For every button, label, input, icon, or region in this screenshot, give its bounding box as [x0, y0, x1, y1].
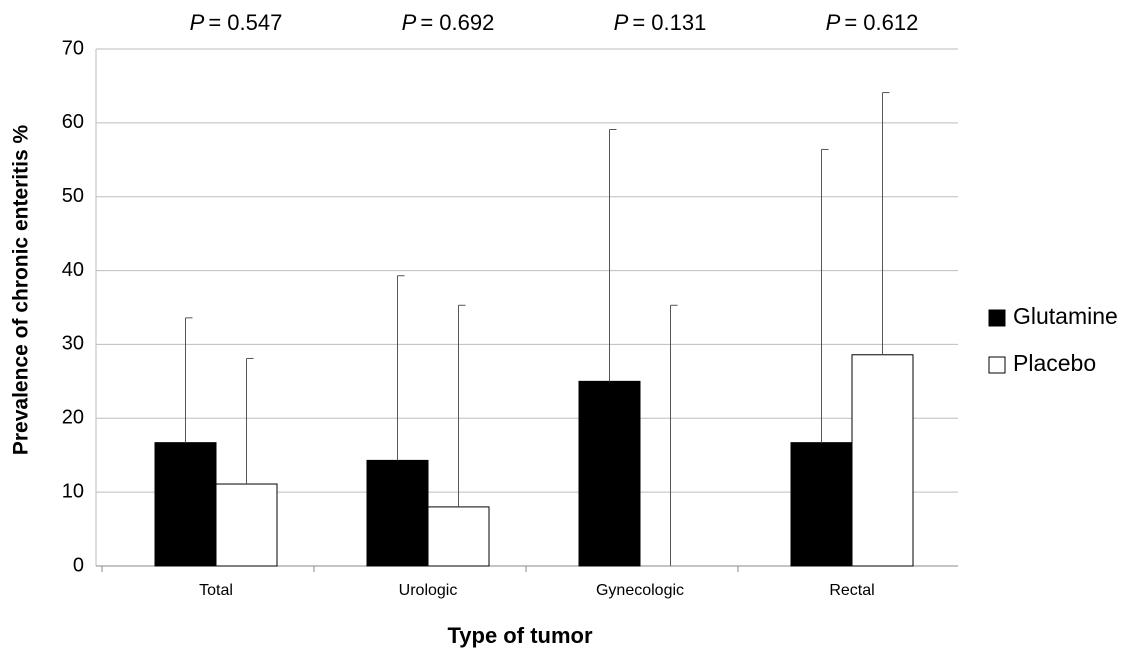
y-tick-label: 70	[62, 37, 84, 59]
x-tick-label: Gynecologic	[596, 582, 684, 599]
p-value: P = 0.131	[614, 10, 707, 35]
legend-label: Placebo	[1013, 350, 1096, 376]
y-tick-label: 60	[62, 111, 84, 133]
x-axis-title: Type of tumor	[447, 623, 592, 648]
legend-swatch	[988, 309, 1006, 327]
bar	[366, 459, 429, 567]
legend-label: Glutamine	[1013, 303, 1118, 329]
y-tick-label: 50	[62, 185, 84, 207]
error-bar	[185, 317, 193, 443]
bar	[154, 442, 217, 567]
y-axis-title: Prevalence of chronic enteritis %	[10, 125, 33, 456]
error-bar	[821, 148, 829, 443]
legend-swatch	[988, 356, 1006, 374]
p-symbol: P	[402, 10, 417, 35]
y-tick-label: 10	[62, 480, 84, 502]
p-text: = 0.131	[632, 10, 706, 35]
bar	[215, 483, 278, 567]
error-bar	[609, 129, 617, 382]
p-text: = 0.692	[420, 10, 494, 35]
y-tick-label: 40	[62, 259, 84, 281]
p-symbol: P	[190, 10, 205, 35]
p-symbol: P	[614, 10, 629, 35]
p-value: P = 0.547	[190, 10, 283, 35]
p-value: P = 0.692	[402, 10, 495, 35]
error-bar	[246, 357, 254, 485]
y-tick-label: 30	[62, 333, 84, 355]
error-bar	[397, 275, 405, 461]
error-bar	[458, 304, 466, 507]
y-tick-label: 20	[62, 407, 84, 429]
x-tick-label: Urologic	[399, 582, 458, 599]
x-tick-label: Rectal	[829, 582, 874, 599]
error-bar	[670, 304, 678, 566]
p-symbol: P	[826, 10, 841, 35]
y-tick-label: 0	[73, 554, 84, 576]
p-text: = 0.547	[208, 10, 282, 35]
error-bar	[882, 92, 890, 355]
p-text: = 0.612	[844, 10, 918, 35]
p-value: P = 0.612	[826, 10, 919, 35]
bar	[427, 506, 490, 567]
bar	[578, 380, 641, 567]
bar	[790, 442, 853, 567]
bar	[851, 354, 914, 567]
x-tick-label: Total	[199, 582, 233, 599]
